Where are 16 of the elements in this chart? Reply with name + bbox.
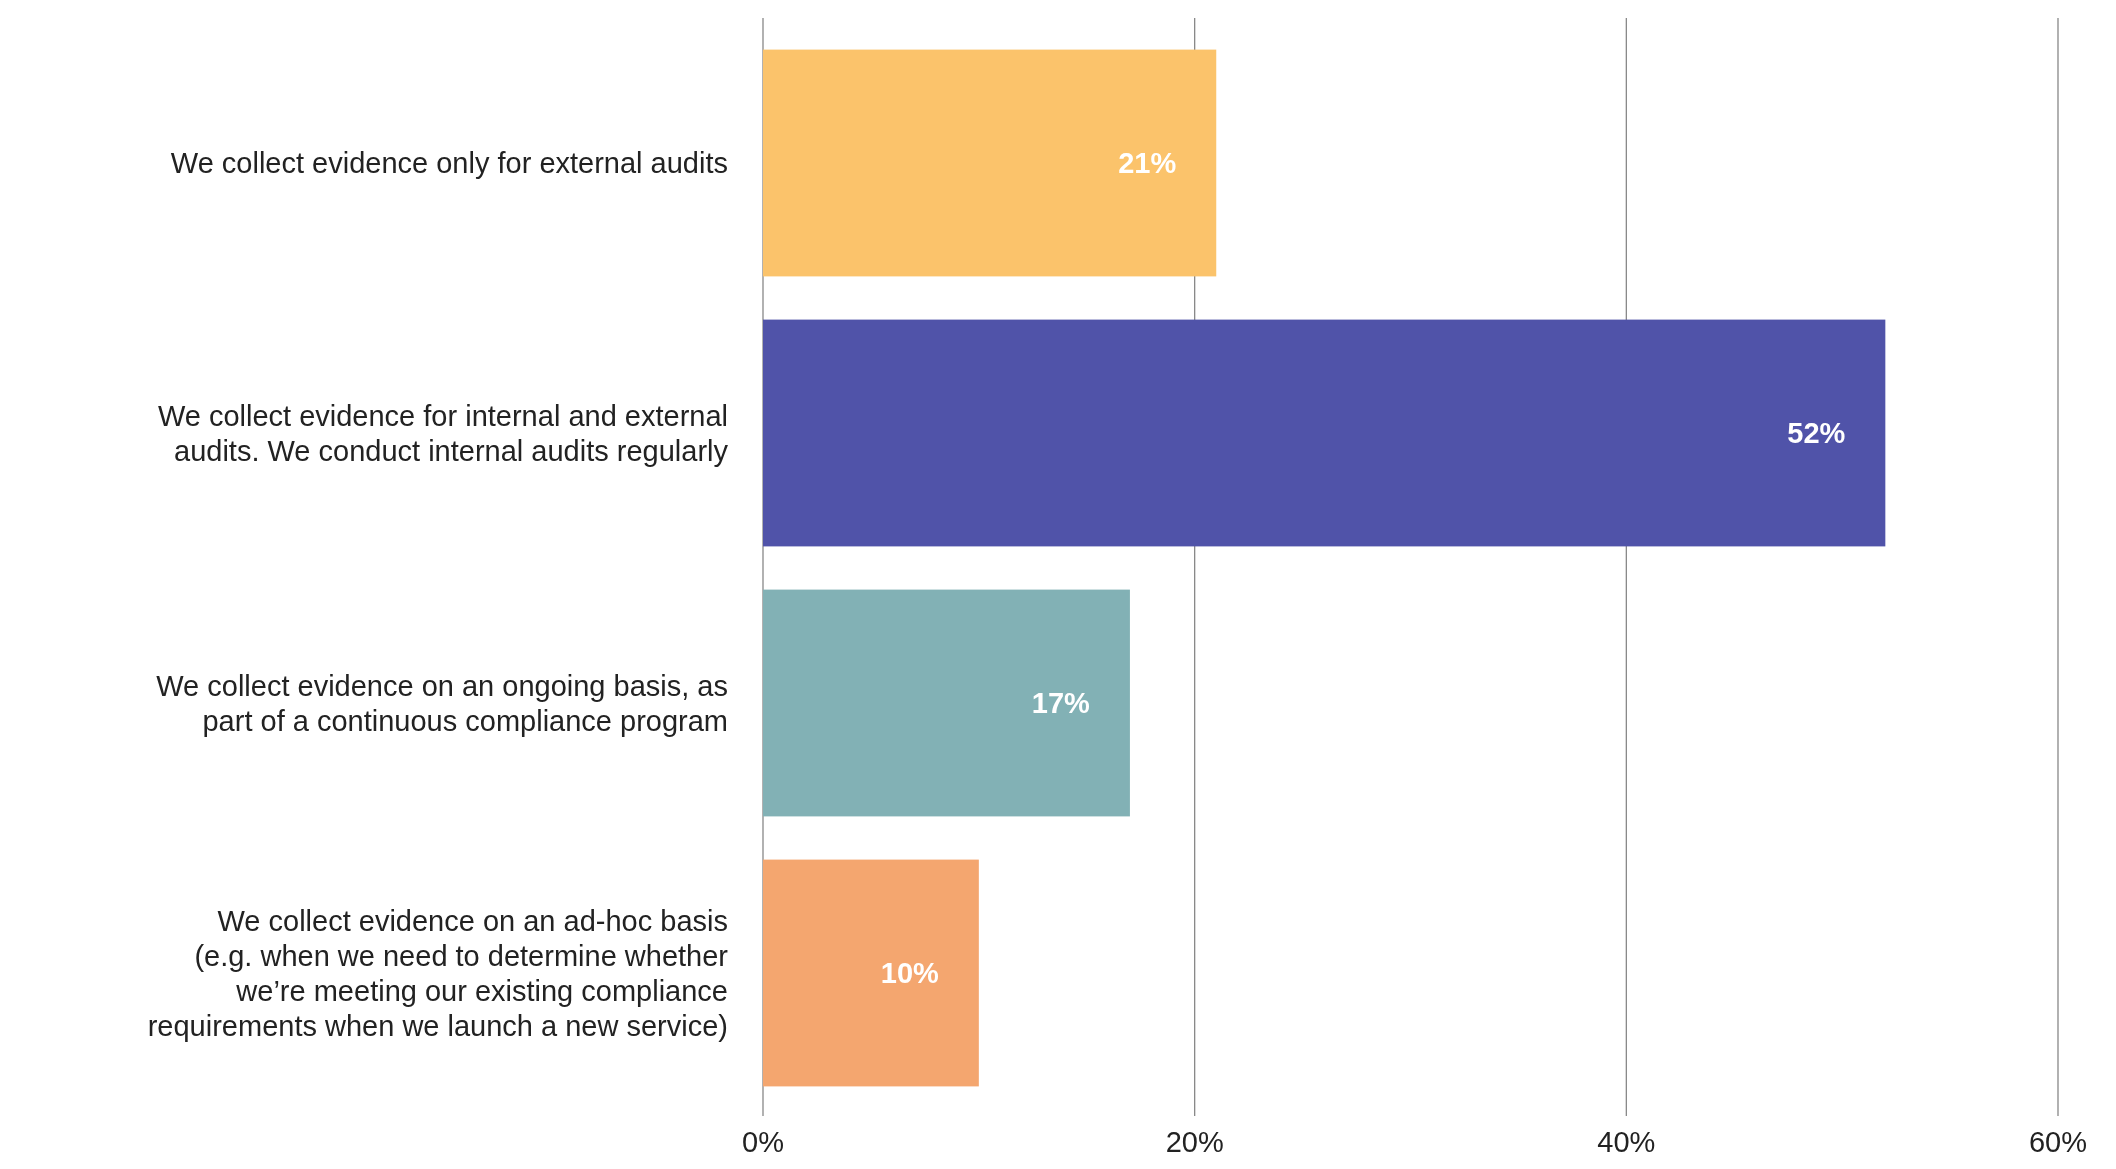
y-tick-label: We collect evidence on an ad-hoc basis (e.g. when we need to determine whether we’re meeting our existing compliance requirements when we launch a new service) [147, 904, 729, 1042]
x-tick-label: 40% [1597, 1126, 1656, 1158]
y-tick-label: We collect evidence for internal and external audits. We conduct internal audits regularly [157, 399, 729, 467]
y-tick-label: We collect evidence only for external audits [170, 147, 728, 180]
data-label: 17% [1031, 687, 1091, 720]
bar [763, 859, 979, 1087]
bar [763, 589, 1130, 817]
y-tick-label: We collect evidence on an ongoing basis, as part of a continuous compliance program [156, 669, 728, 737]
data-label: 52% [1787, 417, 1846, 450]
bar [763, 319, 1886, 547]
x-tick-label: 0% [742, 1126, 784, 1158]
bar [763, 49, 1217, 277]
data-label: 21% [1118, 147, 1177, 180]
data-label: 10% [880, 957, 940, 990]
x-tick-label: 60% [2028, 1126, 2088, 1158]
x-tick-label: 20% [1165, 1126, 1224, 1158]
